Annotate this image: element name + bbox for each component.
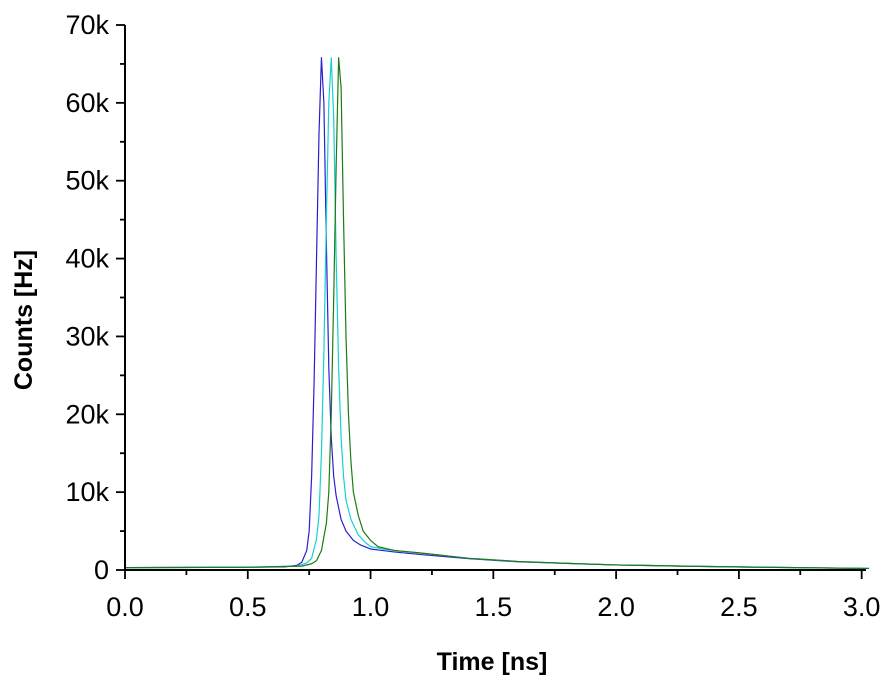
y-tick-label: 0: [94, 555, 109, 585]
y-tick-label: 40k: [65, 244, 109, 274]
x-tick-label: 3.0: [843, 592, 881, 622]
y-axis-ticks: 0 10k 20k 30k 40k 50k 60k 70k: [65, 10, 125, 585]
y-axis-title: Counts [Hz]: [10, 250, 38, 390]
series-line-2: [124, 57, 870, 570]
x-tick-label: 0.5: [229, 592, 267, 622]
x-tick-label: 1.0: [352, 592, 390, 622]
series-line-3: [124, 57, 870, 570]
y-tick-label: 70k: [65, 10, 109, 40]
x-tick-label: 0.0: [106, 592, 144, 622]
x-tick-label: 2.5: [720, 592, 758, 622]
x-axis-title: Time [ns]: [437, 648, 548, 676]
x-tick-label: 2.0: [597, 592, 635, 622]
y-tick-label: 50k: [65, 166, 109, 196]
x-tick-label: 1.5: [475, 592, 513, 622]
y-tick-label: 20k: [65, 399, 109, 429]
series-line-1: [124, 57, 870, 570]
y-tick-label: 60k: [65, 88, 109, 118]
y-tick-label: 10k: [65, 477, 109, 507]
x-axis-ticks: 0.0 0.5 1.0 1.5 2.0 2.5 3.0: [106, 570, 880, 622]
y-tick-label: 30k: [65, 321, 109, 351]
plot-area: [124, 57, 870, 570]
